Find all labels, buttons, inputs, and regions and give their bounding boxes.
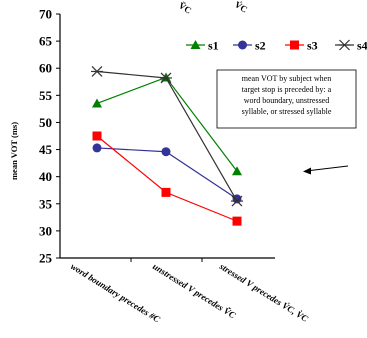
series-line-s1 xyxy=(97,77,237,171)
annotation-line-1: mean VOT by subject when xyxy=(242,74,331,83)
series-s3 xyxy=(93,132,242,226)
top-fragment-2: V́C xyxy=(233,0,249,15)
y-tick-label-25: 25 xyxy=(39,251,53,266)
y-axis-label: mean VOT (ms) xyxy=(9,122,19,180)
legend-label-s4: s4 xyxy=(357,39,367,53)
category-label-1: word boundary precedes #C xyxy=(69,261,163,325)
y-tick-label-35: 35 xyxy=(39,196,53,211)
data-point-s3-3 xyxy=(233,217,242,226)
annotation-line-2: target stop is preceded by: a xyxy=(242,85,332,94)
y-tick-label-70: 70 xyxy=(39,7,52,22)
annotation-arrow xyxy=(303,166,348,175)
annotation-line-3: word boundary, unstressed xyxy=(244,96,329,105)
data-point-s3-1 xyxy=(93,132,102,141)
legend: s1 s2 s3 s4 xyxy=(186,39,367,53)
top-cut-fragments: V̆C V́C xyxy=(177,0,249,16)
legend-label-s2: s2 xyxy=(255,39,266,53)
y-tick-label-60: 60 xyxy=(39,61,52,76)
legend-marker-s3 xyxy=(290,41,299,50)
legend-label-s3: s3 xyxy=(307,39,318,53)
y-tick-label-65: 65 xyxy=(39,34,53,49)
y-tick-label-50: 50 xyxy=(39,115,52,130)
y-tick-label-55: 55 xyxy=(39,88,53,103)
data-point-s4-1 xyxy=(91,66,103,76)
arrow-head xyxy=(303,168,311,175)
legend-marker-s2 xyxy=(238,41,247,50)
data-point-s1-1 xyxy=(92,98,102,107)
annotation-box: mean VOT by subject when target stop is … xyxy=(217,70,356,128)
axes xyxy=(60,14,275,262)
top-fragment-1: V̆C xyxy=(177,0,194,16)
legend-label-s1: s1 xyxy=(208,39,219,53)
y-tick-label-40: 40 xyxy=(39,169,52,184)
data-point-s3-2 xyxy=(162,188,171,197)
y-tick-label-30: 30 xyxy=(39,223,52,238)
series-line-s4 xyxy=(97,71,237,201)
legend-marker-s4 xyxy=(339,40,351,50)
data-point-s2-2 xyxy=(162,147,171,156)
y-tick-label-45: 45 xyxy=(39,142,53,157)
arrow-shaft xyxy=(306,166,348,171)
data-point-s2-1 xyxy=(93,143,102,152)
annotation-line-4: syllable, or stressed syllable xyxy=(242,107,332,116)
y-ticks: 25 30 35 40 45 50 55 60 65 70 xyxy=(39,7,60,266)
